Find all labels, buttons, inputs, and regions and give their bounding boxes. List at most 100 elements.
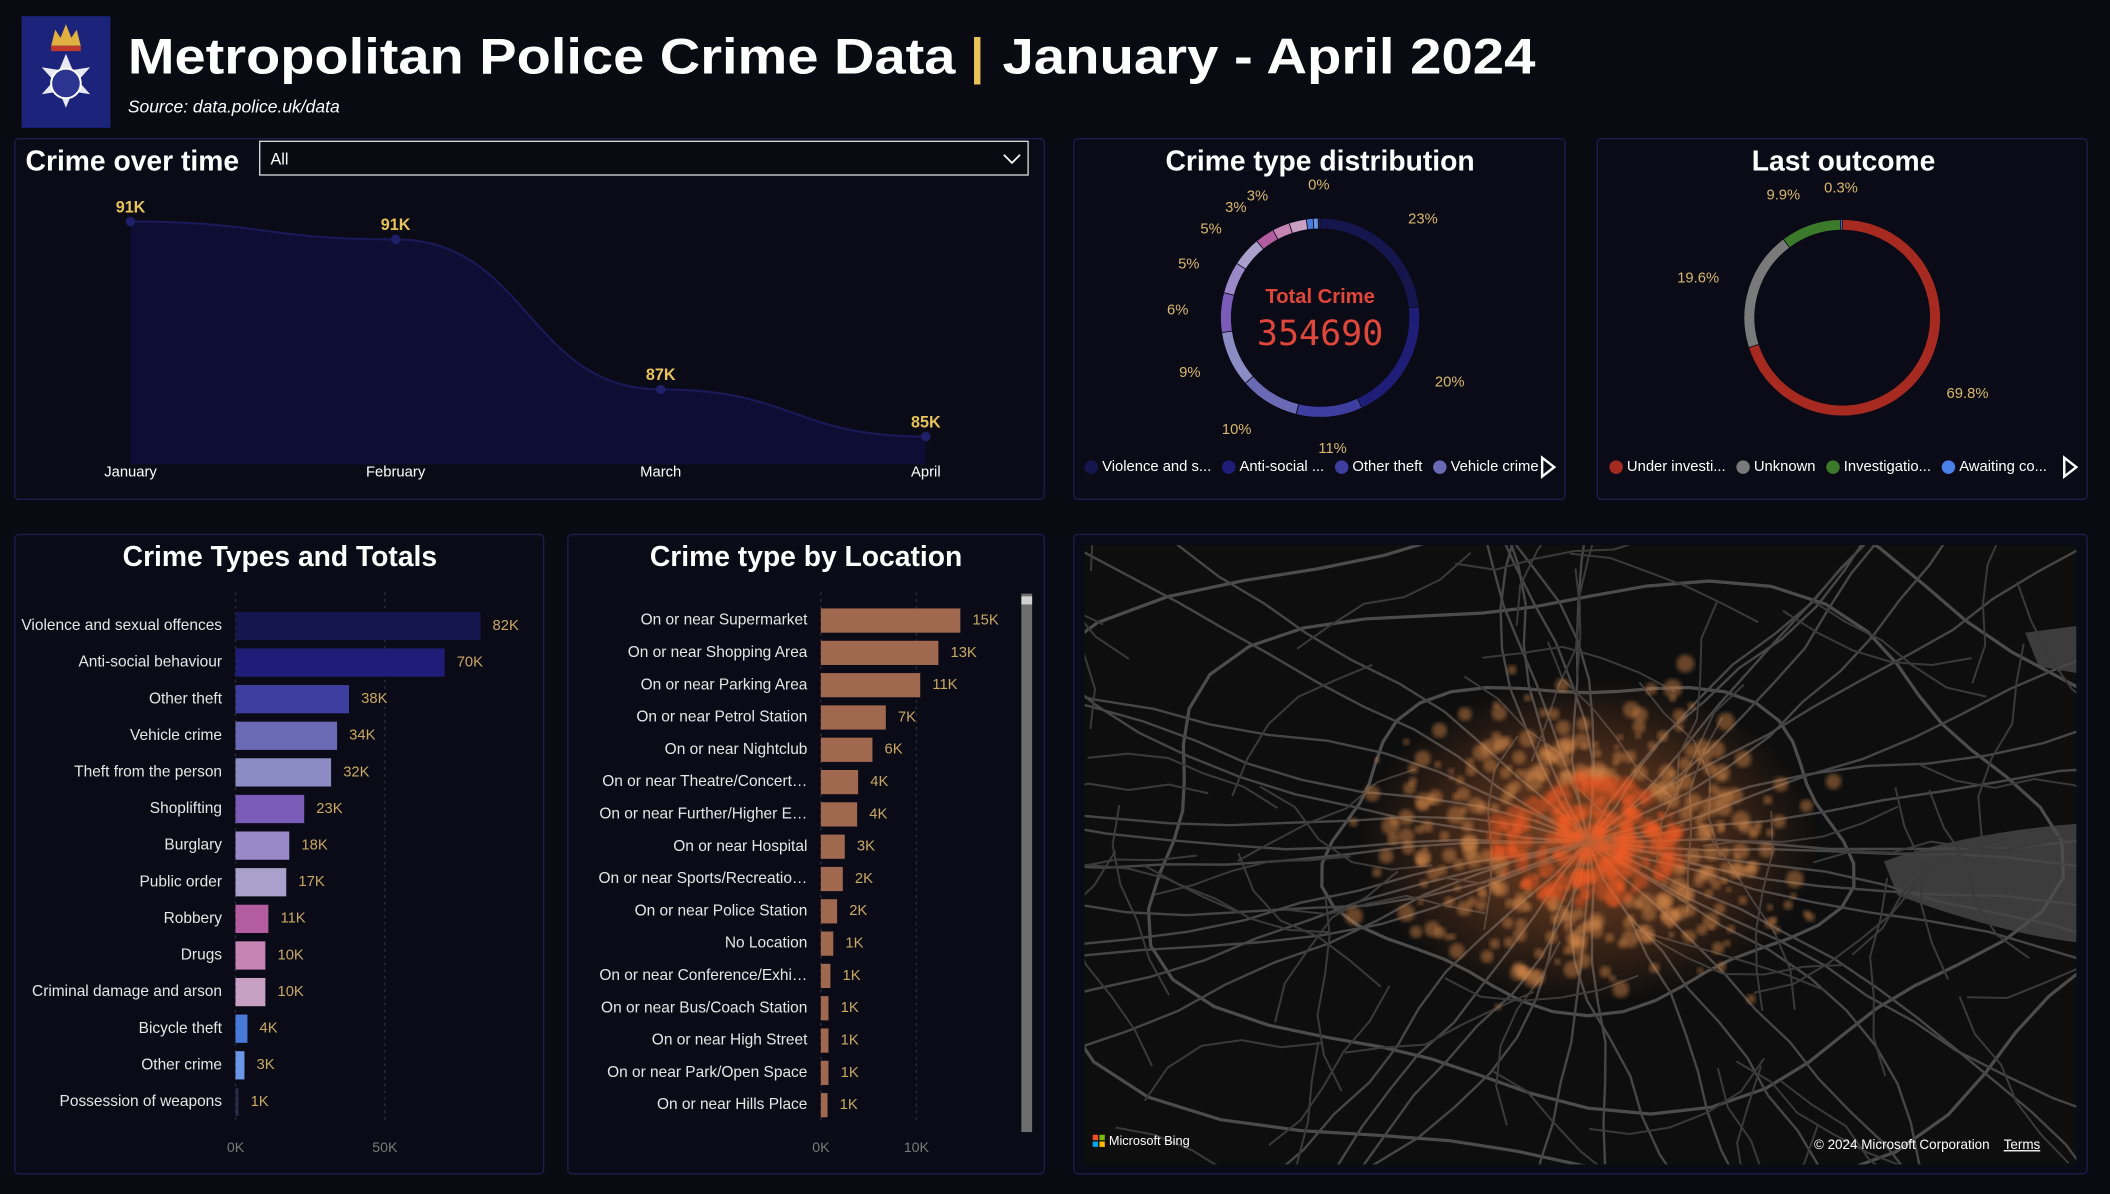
heat-point (1381, 816, 1401, 836)
heat-point (1456, 900, 1472, 916)
map-road (1735, 1060, 1901, 1165)
dropdown-box[interactable] (259, 140, 1029, 176)
heat-point (1491, 843, 1504, 856)
heat-point (1678, 757, 1692, 771)
dropdown[interactable]: All (259, 140, 1029, 176)
legend-label[interactable]: Other theft (1352, 459, 1422, 475)
legend-label[interactable]: Violence and s... (1102, 459, 1211, 475)
heat-point (1669, 876, 1688, 895)
heat-point (1444, 933, 1452, 941)
bar (235, 648, 445, 677)
heat-point (1598, 797, 1605, 804)
heat-point (1349, 817, 1358, 827)
heat-point (1590, 886, 1597, 893)
legend-label[interactable]: Unknown (1754, 459, 1816, 475)
heat-point (1542, 792, 1554, 805)
map-road (1812, 840, 2012, 864)
heat-point (1569, 772, 1589, 792)
value-label: 10K (277, 947, 303, 963)
legend-label[interactable]: Under investi... (1627, 459, 1726, 475)
legend-label[interactable]: Awaiting co... (1959, 459, 2047, 475)
legend-swatch[interactable] (1826, 460, 1840, 474)
legend-swatch[interactable] (1221, 460, 1236, 474)
legend-swatch[interactable] (1736, 460, 1750, 474)
heat-point (1658, 812, 1666, 819)
heat-point (1465, 765, 1477, 776)
map-terms[interactable]: Terms (2004, 1137, 2041, 1152)
legend-label[interactable]: Vehicle crime (1451, 459, 1539, 475)
heat-point (1589, 761, 1607, 780)
y-tick-label: On or near Conference/Exhi… (599, 967, 807, 984)
heat-point (1477, 886, 1487, 895)
scrollbar[interactable] (1021, 593, 1033, 1133)
legend-swatch[interactable] (1609, 460, 1623, 474)
map-road (1295, 1041, 1320, 1165)
heat-point (1676, 654, 1695, 673)
y-tick-label: Violence and sexual offences (21, 617, 222, 634)
y-tick-label: On or near Sports/Recreatio… (599, 870, 808, 887)
slice-label: 69.8% (1947, 386, 1989, 402)
y-tick-label: On or near Parking Area (641, 676, 808, 693)
dropdown-value[interactable]: All (270, 150, 288, 168)
heat-point (1414, 750, 1431, 767)
legend-swatch[interactable] (1941, 460, 1956, 474)
heat-point (1746, 994, 1756, 1004)
map[interactable] (744, 281, 2110, 1194)
map-road (1810, 599, 1987, 698)
map-road (1268, 985, 1391, 1146)
heat-point (1786, 870, 1804, 888)
heat-point (1678, 820, 1685, 827)
legend-next[interactable] (1540, 455, 1557, 480)
heat-point (1583, 841, 1602, 860)
heat-point (1483, 757, 1498, 773)
legend-label[interactable]: Anti-social ... (1239, 459, 1324, 475)
heat-point (1769, 916, 1778, 925)
map-road (1917, 763, 2077, 789)
bar (235, 904, 269, 933)
heat-point (1612, 980, 1630, 998)
heat-point (1703, 762, 1717, 776)
legend-next[interactable] (2063, 455, 2079, 480)
slice (1839, 219, 1843, 231)
legend-swatch[interactable] (1433, 460, 1447, 474)
value-label: 11K (932, 677, 957, 693)
slice-label: 5% (1178, 256, 1199, 272)
map-road (1576, 545, 1594, 677)
value-label: 23K (316, 801, 342, 817)
heat-point (1515, 918, 1527, 931)
bar (235, 831, 290, 860)
heat-point (1559, 799, 1572, 813)
heat-point (1461, 834, 1478, 851)
heat-point (1669, 695, 1677, 703)
map-road (1716, 1068, 1761, 1165)
map-road (1087, 752, 1279, 809)
heat-point (1553, 850, 1561, 859)
heat-point (1439, 830, 1450, 842)
heat-point (1563, 945, 1573, 955)
heat-point (1604, 933, 1615, 943)
heat-point (1773, 926, 1781, 934)
legend-label[interactable]: Investigatio... (1844, 459, 1931, 475)
heat-point (1512, 750, 1526, 765)
heat-point (1693, 876, 1705, 887)
heat-point (1621, 891, 1633, 903)
dropdown-chevron[interactable] (1003, 154, 1021, 165)
heat-point (1507, 665, 1517, 675)
legend-swatch[interactable] (1334, 460, 1349, 474)
bar (235, 685, 350, 714)
heat-point (1726, 924, 1735, 934)
value-label: 4K (260, 1021, 278, 1037)
heat-point (1507, 847, 1519, 858)
heat-point (1494, 1003, 1502, 1011)
scrollbar-arrow[interactable] (1021, 596, 1033, 605)
heat-point (1658, 854, 1675, 870)
map-road (1589, 1057, 1765, 1135)
bar (820, 866, 843, 892)
heat-point (1684, 793, 1702, 811)
heat-point (1632, 707, 1648, 723)
y-tick-label: On or near Further/Higher E… (599, 805, 807, 822)
heat-point (1713, 902, 1726, 915)
heat-point (1679, 806, 1693, 821)
heat-point (1659, 912, 1668, 920)
legend-swatch[interactable] (1084, 460, 1099, 474)
